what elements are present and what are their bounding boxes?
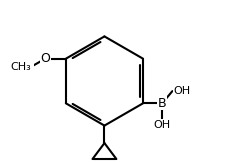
Text: OH: OH [153,120,170,130]
Text: OH: OH [173,86,190,96]
Text: O: O [40,52,50,65]
Text: B: B [157,97,166,110]
Text: CH₃: CH₃ [10,62,31,72]
